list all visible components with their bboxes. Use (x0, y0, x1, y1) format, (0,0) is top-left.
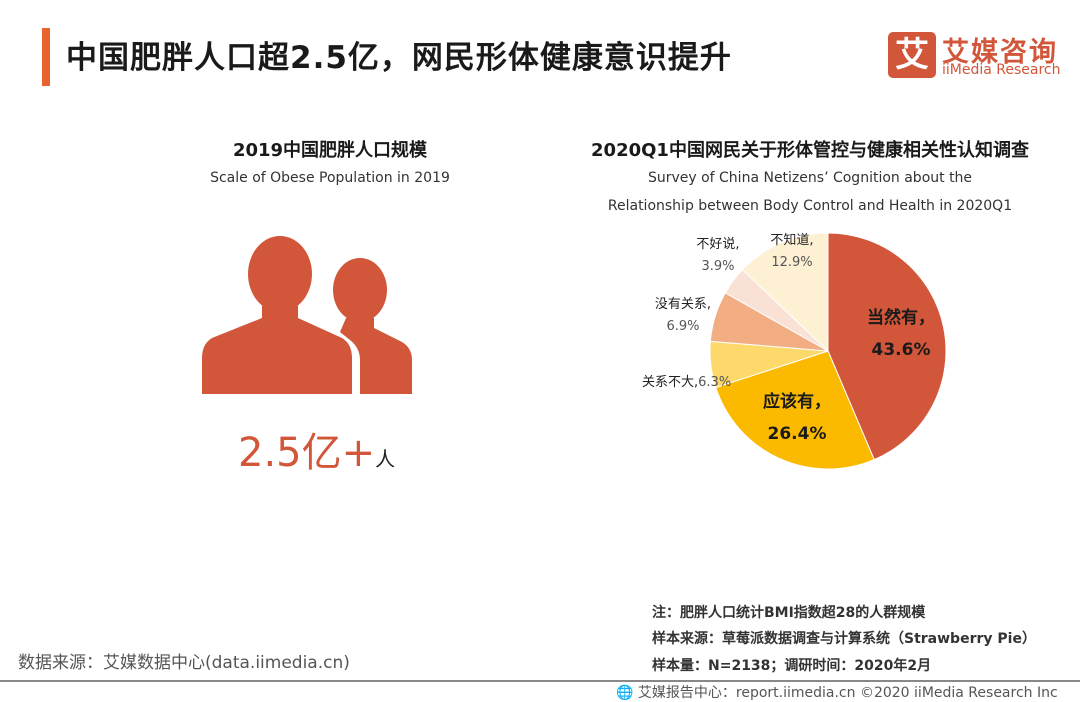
slice-label-0: 当然有， 43.6% (867, 308, 935, 360)
slice-label-1: 应该有， 26.4% (763, 392, 831, 444)
title-accent-bar (42, 28, 50, 86)
slice-label-2: 关系不大,6.3% (642, 375, 732, 390)
footer-text: 艾媒报告中心：report.iimedia.cn ©2020 iiMedia R… (637, 685, 1058, 701)
slice-label-4: 不好说, 3.9% (696, 237, 740, 274)
logo-en: iiMedia Research (942, 62, 1061, 78)
chart-subtitle-1: Survey of China Netizens’ Cognition abou… (647, 170, 973, 186)
left-subtitle: Scale of Obese Population in 2019 (210, 170, 450, 186)
footer-divider (0, 680, 1080, 682)
page-title: 中国肥胖人口超2.5亿，网民形体健康意识提升 (66, 40, 732, 76)
chart-subtitle-2: Relationship between Body Control and He… (607, 198, 1013, 214)
slice-label-3: 没有关系, 6.9% (654, 297, 712, 334)
chart-title: 2020Q1中国网民关于形体管控与健康相关性认知调查 (591, 140, 1029, 161)
left-title: 2019中国肥胖人口规模 (232, 140, 428, 161)
people-icon (202, 236, 412, 394)
pie-slice-1 (715, 350, 875, 470)
value-number: 2.5亿+ (238, 430, 376, 476)
logo-cn: 艾媒咨询 (942, 37, 1058, 68)
pie-chart (709, 232, 947, 470)
pie-slice-0 (827, 232, 947, 461)
note-2: 样本来源：草莓派数据调查与计算系统（Strawberry Pie） (652, 631, 1036, 647)
data-source: 数据来源：艾媒数据中心(data.iimedia.cn) (18, 653, 350, 673)
slice-label-5: 不知道, 12.9% (770, 233, 814, 270)
globe-icon: 🌐 (616, 685, 634, 701)
logo-mark: 艾 (888, 32, 936, 78)
value-unit: 人 (375, 447, 396, 471)
footer: 🌐 艾媒报告中心：report.iimedia.cn ©2020 iiMedia… (616, 682, 1058, 702)
note-1: 注：肥胖人口统计BMI指数超28的人群规模 (652, 605, 926, 621)
pie-slice-5 (741, 232, 829, 353)
note-3: 样本量：N=2138；调研时间：2020年2月 (652, 658, 932, 674)
obese-population-value: 2.5亿+人 (238, 420, 395, 478)
